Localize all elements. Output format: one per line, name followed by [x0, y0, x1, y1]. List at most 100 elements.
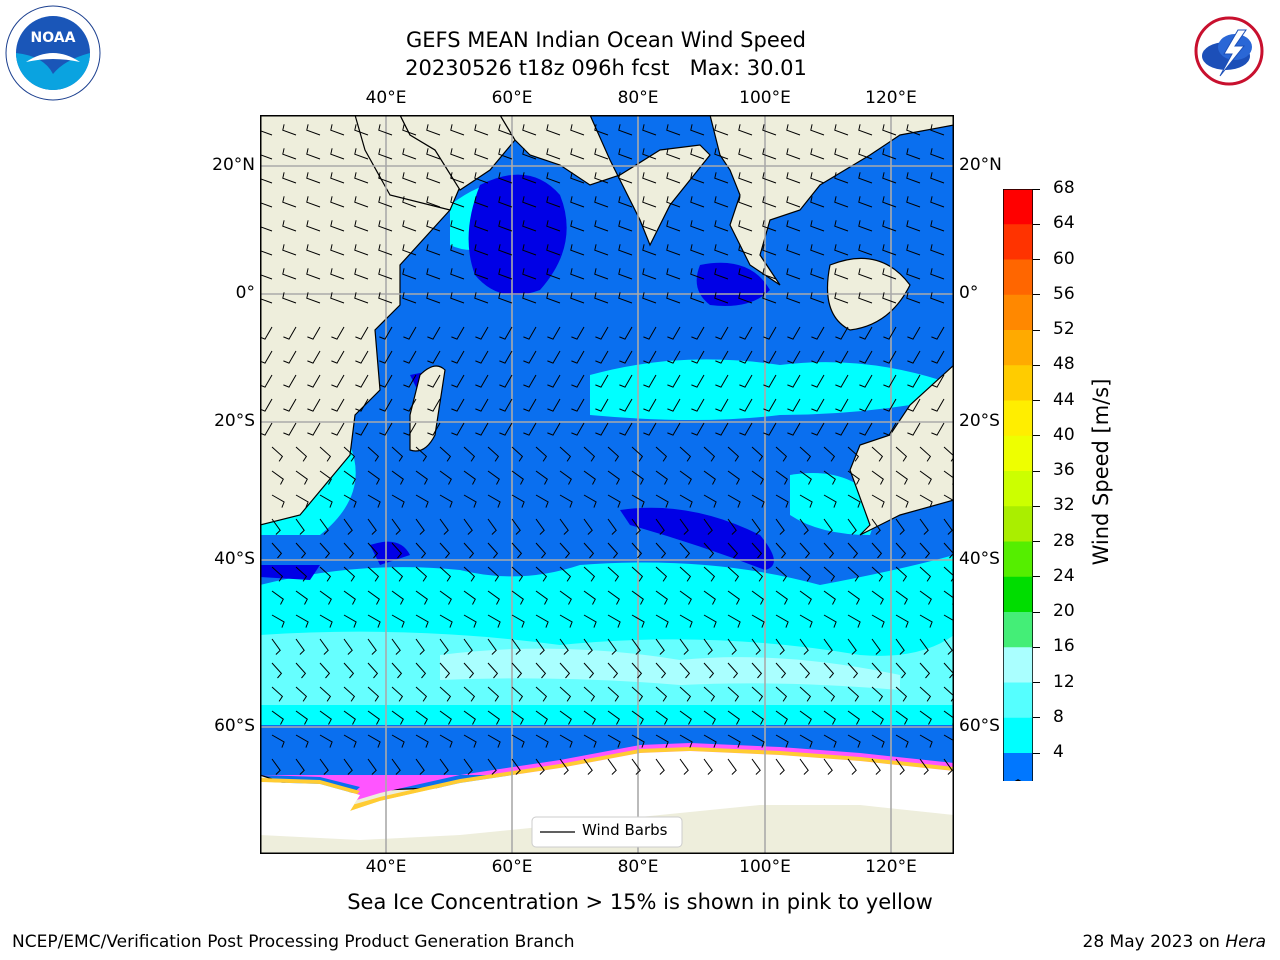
wind-barb	[379, 422, 393, 436]
wind-barb	[727, 614, 741, 628]
wind-barb	[799, 710, 812, 725]
wind-barb	[775, 446, 788, 462]
wind-barb	[703, 470, 716, 485]
wind-barb	[319, 758, 329, 775]
wind-barb	[367, 638, 377, 655]
wind-barb	[499, 398, 513, 412]
wind-barb	[775, 686, 788, 702]
wind-barb	[775, 710, 788, 725]
wind-barb	[463, 518, 473, 535]
wind-barb	[271, 470, 284, 485]
wind-barb	[703, 638, 713, 655]
wind-barb	[847, 662, 859, 679]
wind-barb	[474, 124, 489, 136]
wind-barb	[810, 292, 825, 304]
wind-barb	[595, 398, 609, 412]
wind-barb	[415, 446, 428, 462]
wind-barb	[535, 446, 548, 462]
wind-barb	[271, 758, 281, 775]
wind-barb	[834, 172, 849, 184]
colorbar-tick-mark	[1033, 470, 1040, 472]
wind-barb	[367, 710, 380, 725]
wind-barb	[570, 172, 585, 184]
wind-barb	[607, 734, 621, 748]
wind-barb	[703, 662, 715, 679]
wind-barb	[367, 494, 381, 508]
wind-barb	[655, 686, 668, 702]
wind-barb	[763, 326, 777, 340]
wind-barb	[631, 590, 644, 605]
wind-barb	[487, 686, 500, 702]
wind-barb	[931, 422, 945, 436]
wind-barb	[511, 662, 523, 679]
wind-barb	[451, 326, 465, 340]
credit-left: NCEP/EMC/Verification Post Processing Pr…	[12, 932, 575, 952]
wind-barb	[931, 350, 945, 364]
wind-barb	[667, 326, 681, 340]
wind-barb	[679, 614, 693, 628]
wind-barb	[307, 350, 321, 364]
wind-barb	[930, 244, 945, 256]
wind-barb	[295, 590, 308, 605]
wind-barb	[282, 292, 297, 304]
wind-barb	[426, 244, 441, 256]
wind-barb	[787, 374, 801, 388]
wind-barb	[871, 518, 881, 535]
wind-barb	[547, 422, 561, 436]
wind-barb	[475, 374, 489, 388]
wind-barb	[823, 542, 835, 559]
wind-barb	[283, 374, 297, 388]
wind-barb	[474, 196, 489, 208]
wind-barb	[919, 566, 932, 582]
wind-barb	[511, 494, 525, 508]
wind-barb	[727, 638, 737, 655]
wind-barb	[571, 350, 585, 364]
wind-barb	[487, 494, 501, 508]
wind-barb	[402, 124, 417, 136]
wind-barb	[283, 350, 297, 364]
wind-barb	[450, 172, 465, 184]
wind-barb	[714, 124, 729, 136]
wind-barb	[907, 326, 921, 340]
colorbar-tick-label: 4	[1053, 742, 1064, 762]
wind-barb	[642, 148, 657, 160]
wind-barb	[943, 686, 954, 702]
wind-barb	[703, 710, 716, 725]
colorbar-tick-mark	[1033, 611, 1040, 613]
wind-barb	[847, 614, 861, 628]
wind-barb	[330, 172, 345, 184]
wind-barb	[367, 614, 381, 628]
wind-barb	[618, 244, 633, 256]
wind-barb	[655, 470, 668, 485]
wind-barb	[355, 374, 369, 388]
wind-barb	[331, 374, 345, 388]
wind-barb	[607, 518, 617, 535]
wind-barb	[271, 446, 284, 462]
wind-barb	[498, 196, 513, 208]
wind-barb	[871, 566, 884, 582]
wind-barb	[703, 566, 716, 582]
wind-barb	[666, 148, 681, 160]
wind-barb	[751, 638, 761, 655]
wind-barb	[619, 398, 633, 412]
wind-barb	[655, 518, 665, 535]
wind-barb	[799, 686, 812, 702]
wind-barb	[858, 268, 873, 280]
wind-barb	[330, 268, 345, 280]
wind-barb	[642, 172, 657, 184]
wind-barb	[810, 172, 825, 184]
wind-barb	[403, 326, 417, 340]
colorbar-tick-mark	[1033, 259, 1040, 260]
wind-barb	[763, 350, 777, 364]
wind-barb	[714, 196, 729, 208]
wind-barb	[403, 422, 417, 436]
wind-barb	[498, 220, 513, 232]
wind-barb	[799, 590, 812, 605]
wind-barb	[655, 662, 667, 679]
colorbar-tick-label: 44	[1053, 389, 1075, 410]
wind-barb	[834, 148, 849, 160]
wind-barb	[799, 446, 812, 462]
wind-barb	[690, 292, 705, 304]
wind-barb	[595, 374, 609, 388]
wind-barb	[810, 268, 825, 280]
